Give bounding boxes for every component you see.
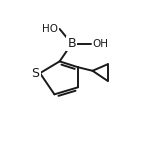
Text: HO: HO: [42, 24, 58, 34]
Text: OH: OH: [93, 39, 108, 49]
Text: B: B: [67, 37, 76, 50]
Text: S: S: [32, 67, 40, 80]
